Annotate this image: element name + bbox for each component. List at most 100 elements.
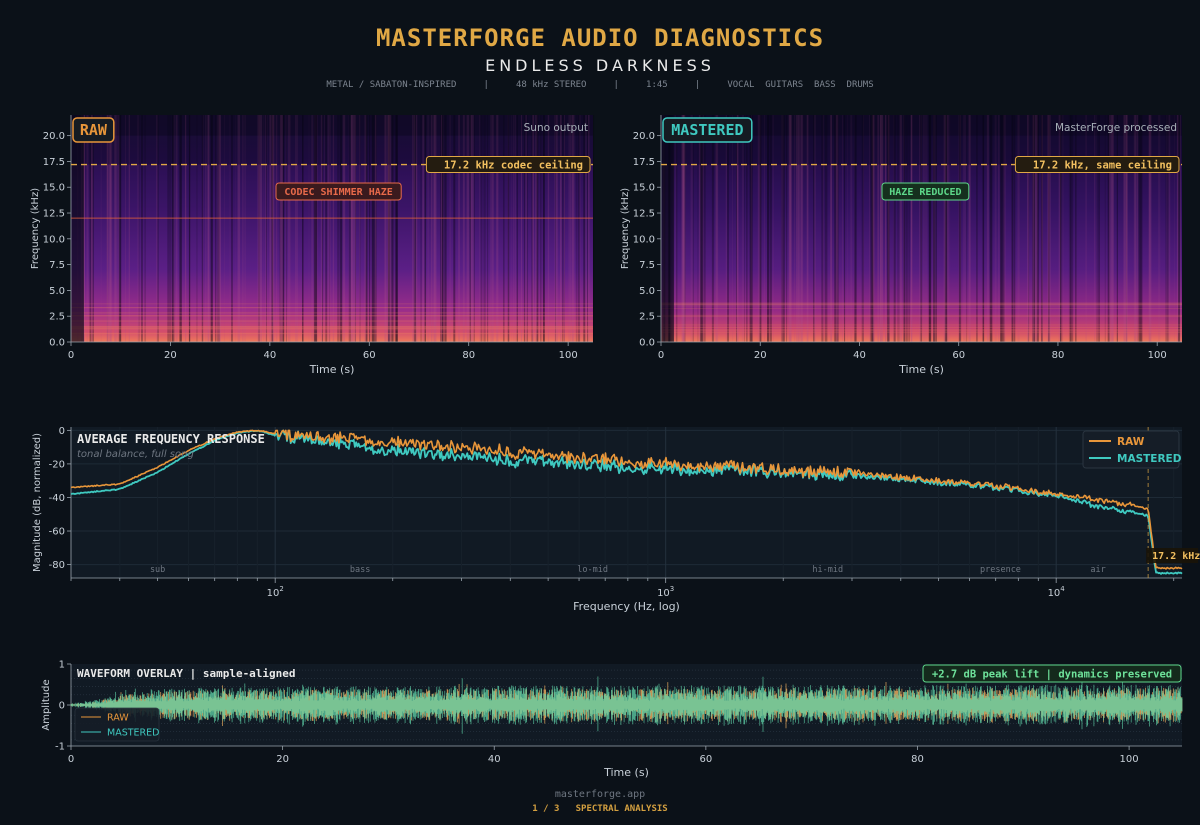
spectrogram-texture bbox=[847, 115, 848, 342]
spectrogram-texture bbox=[757, 115, 761, 342]
spectrogram-texture bbox=[701, 115, 704, 342]
spectrogram-mastered: 0 20 40 60 80 100 0.0 2.5 5.0 7.5 10.0 12.5 15.0 17.5… bbox=[620, 115, 1182, 376]
spectrogram-texture bbox=[271, 115, 273, 342]
x-tick-label: 60 bbox=[699, 754, 712, 765]
spectrogram-texture bbox=[800, 115, 803, 342]
spectrogram-texture bbox=[960, 115, 961, 342]
spectrogram-texture bbox=[554, 115, 556, 342]
spectrogram-texture bbox=[89, 115, 92, 342]
cutoff-label-bg bbox=[1146, 548, 1199, 563]
spectrogram-texture bbox=[911, 115, 913, 342]
spectrogram-image bbox=[71, 115, 593, 342]
spectrogram-texture bbox=[834, 115, 836, 342]
spectrogram-texture bbox=[1060, 115, 1061, 342]
spectrogram-texture bbox=[242, 115, 244, 342]
spectrogram-texture bbox=[676, 115, 678, 342]
spectrogram-texture bbox=[572, 115, 575, 342]
spectrogram-texture bbox=[244, 115, 246, 342]
spectrogram-texture bbox=[514, 115, 516, 342]
spectrogram-texture bbox=[908, 115, 910, 342]
spectrogram-texture bbox=[491, 115, 494, 342]
spectrogram-texture bbox=[316, 115, 318, 342]
x-tick-label: 40 bbox=[853, 350, 866, 361]
y-tick-label: 17.5 bbox=[43, 157, 65, 168]
x-tick-exponent: 4 bbox=[1060, 585, 1065, 593]
spectrogram-texture bbox=[781, 115, 784, 342]
spectrogram-texture bbox=[887, 115, 890, 342]
spectrogram-texture bbox=[287, 115, 290, 342]
spectrogram-texture bbox=[1134, 115, 1136, 342]
spectrogram-texture bbox=[958, 115, 961, 342]
spectrogram-texture bbox=[899, 115, 902, 342]
spectrogram-texture bbox=[322, 115, 324, 342]
band-label: presence bbox=[980, 565, 1021, 575]
spectrogram-texture bbox=[788, 115, 790, 342]
spectrogram-texture bbox=[90, 115, 93, 342]
spectrogram-texture bbox=[711, 115, 714, 342]
spectrogram-texture bbox=[257, 115, 260, 342]
plot-background bbox=[71, 427, 1182, 578]
footer-page-indicator: 1 / 3 SPECTRAL ANALYSIS bbox=[532, 804, 668, 814]
spectrogram-texture bbox=[479, 115, 481, 342]
spectrogram-texture bbox=[179, 115, 182, 342]
spectrogram-raw: 0 20 40 60 80 100 0.0 2.5 5.0 7.5 10.0 12.5 15.0 17.5… bbox=[30, 115, 595, 376]
y-tick-label: 20.0 bbox=[633, 131, 655, 142]
spectrogram-texture bbox=[1017, 115, 1020, 342]
spectrogram-texture bbox=[1070, 115, 1072, 342]
spectrogram-texture bbox=[185, 115, 187, 342]
spectrogram-texture bbox=[1033, 115, 1036, 342]
spectrogram-texture bbox=[266, 115, 267, 342]
spectrogram-texture bbox=[829, 115, 832, 342]
spectrogram-texture bbox=[1047, 115, 1049, 342]
spectrogram-texture bbox=[106, 115, 109, 342]
spectrogram-texture bbox=[288, 115, 291, 342]
spectrogram-texture bbox=[1048, 115, 1051, 342]
spectrogram-texture bbox=[264, 115, 267, 342]
spectrogram-texture bbox=[364, 115, 367, 342]
spectrogram-texture bbox=[571, 115, 574, 342]
spectrogram-intro bbox=[661, 115, 674, 342]
track-title: ENDLESS DARKNESS bbox=[485, 56, 715, 75]
spectrogram-texture bbox=[282, 115, 285, 342]
y-axis-label: Frequency (kHz) bbox=[620, 188, 631, 269]
spectrogram-texture bbox=[768, 115, 769, 342]
legend-label: RAW bbox=[1117, 436, 1145, 448]
page-title: MASTERFORGE AUDIO DIAGNOSTICS bbox=[375, 24, 825, 52]
spectrogram-texture bbox=[526, 115, 529, 342]
spectrogram-texture bbox=[872, 115, 875, 342]
spectrogram-texture bbox=[471, 115, 474, 342]
spectrogram-texture bbox=[374, 115, 377, 342]
spectrogram-texture bbox=[697, 115, 699, 342]
spectrogram-texture bbox=[491, 115, 493, 342]
spectrogram-texture bbox=[540, 115, 542, 342]
spectrogram-texture bbox=[893, 115, 896, 342]
spectrogram-texture bbox=[371, 115, 375, 342]
spectrogram-texture bbox=[1108, 115, 1111, 342]
spectrogram-texture bbox=[536, 115, 539, 342]
spectrogram-texture bbox=[521, 115, 522, 342]
y-tick-label: 7.5 bbox=[639, 260, 655, 271]
spectrogram-texture bbox=[258, 115, 260, 342]
spectrogram-texture bbox=[1138, 115, 1142, 342]
spectrogram-texture bbox=[354, 115, 356, 342]
spectrogram-texture bbox=[789, 115, 792, 342]
spectrogram-texture bbox=[998, 115, 1000, 342]
x-tick-label: 80 bbox=[462, 350, 475, 361]
spectrogram-texture bbox=[872, 115, 875, 342]
spectrogram-texture bbox=[128, 115, 130, 342]
spectrogram-texture bbox=[946, 115, 949, 342]
spectrogram-texture bbox=[701, 115, 703, 342]
footer-domain[interactable]: masterforge.app bbox=[554, 789, 646, 800]
spectrogram-texture bbox=[1123, 115, 1126, 342]
spectrogram-texture bbox=[296, 115, 299, 342]
chart-subtitle: tonal balance, full song bbox=[77, 449, 194, 460]
spectrogram-texture bbox=[532, 115, 535, 342]
spectrogram-texture bbox=[342, 115, 346, 342]
spectrogram-texture bbox=[350, 115, 352, 342]
spectrogram-texture bbox=[114, 115, 117, 342]
spectrogram-texture bbox=[91, 115, 94, 342]
panel-badge: MASTERED bbox=[671, 121, 743, 139]
spectrogram-texture bbox=[690, 115, 693, 342]
badge-box bbox=[662, 117, 753, 143]
spectrogram-texture bbox=[796, 115, 799, 342]
